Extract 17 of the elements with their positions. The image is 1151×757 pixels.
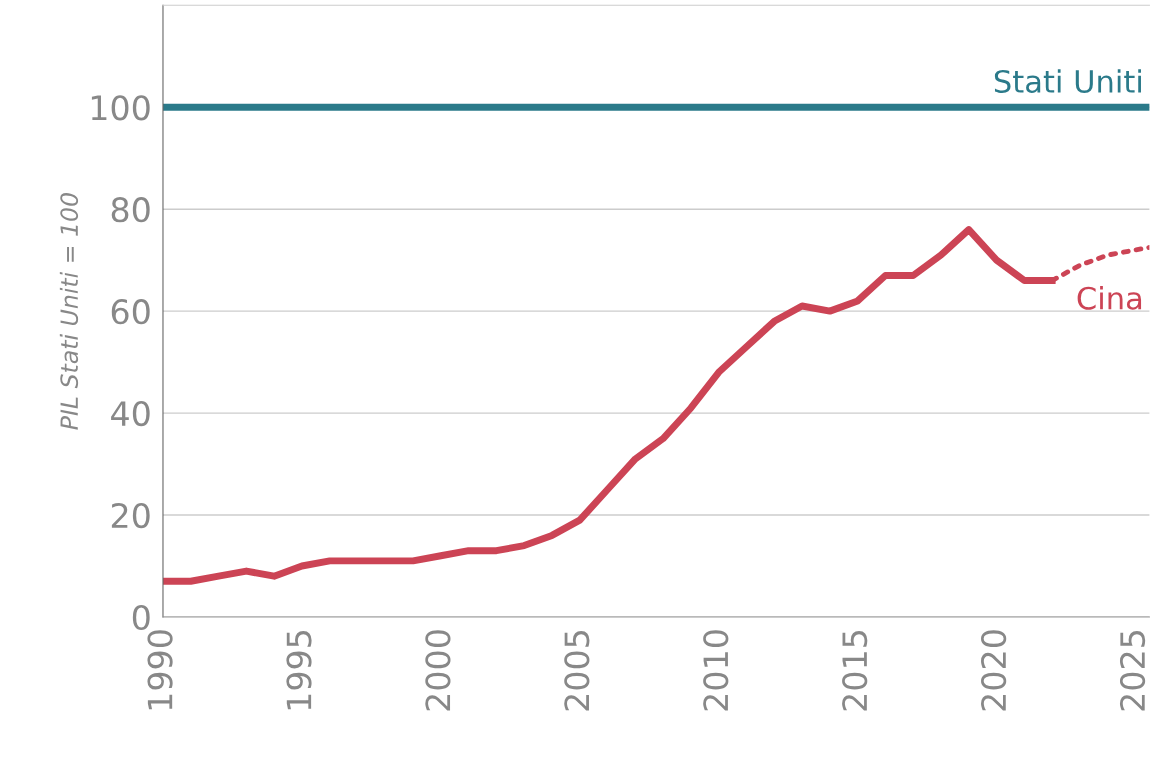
y-tick-label: 100 bbox=[91, 95, 150, 121]
y-tick-label: 0 bbox=[132, 604, 150, 631]
series-label: Stati Uniti bbox=[994, 69, 1141, 93]
y-tick-label: 40 bbox=[111, 400, 150, 427]
x-tick-label: 2000 bbox=[425, 630, 451, 711]
x-tick-label: 2005 bbox=[564, 630, 590, 711]
series-label: Cina bbox=[1077, 286, 1142, 310]
x-tick-label: 2020 bbox=[981, 630, 1007, 711]
x-tick-label: 1990 bbox=[147, 630, 173, 710]
x-tick-label: 2025 bbox=[1119, 630, 1146, 711]
y-tick-label: 60 bbox=[111, 299, 150, 325]
x-tick-label: 1995 bbox=[286, 630, 312, 710]
x-tick-label: 2010 bbox=[703, 630, 729, 711]
y-tick-label: 80 bbox=[111, 197, 150, 223]
y-tick-label: 20 bbox=[111, 502, 150, 529]
x-tick-label: 2015 bbox=[842, 630, 868, 711]
y-axis-title: PIL Stati Uniti = 100 bbox=[59, 193, 79, 430]
